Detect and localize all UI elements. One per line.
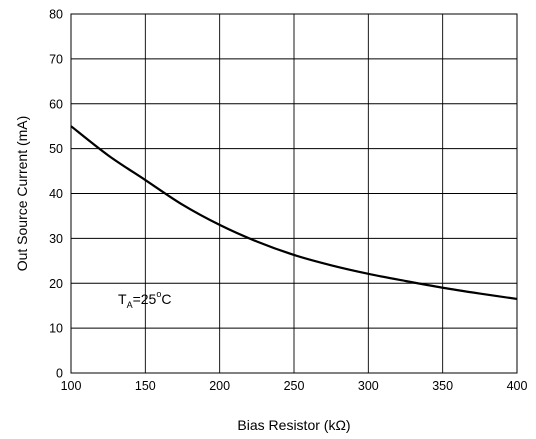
x-tick-label: 400 — [507, 379, 528, 393]
x-tick-labels: 100 150 200 250 300 350 400 — [61, 379, 528, 393]
y-tick-label: 80 — [49, 8, 63, 22]
y-axis-label: Out Source Current (mA) — [14, 116, 30, 272]
x-tick-label: 100 — [61, 379, 82, 393]
y-tick-label: 20 — [49, 277, 63, 291]
annotation-superscript: o — [156, 289, 161, 299]
y-tick-labels: 0 10 20 30 40 50 60 70 80 — [49, 8, 63, 381]
x-tick-label: 350 — [432, 379, 453, 393]
x-tick-label: 200 — [209, 379, 230, 393]
y-tick-label: 50 — [49, 142, 63, 156]
y-tick-label: 10 — [49, 322, 63, 336]
temperature-annotation: TA=25oC — [118, 289, 171, 310]
y-tick-label: 40 — [49, 187, 63, 201]
y-tick-label: 70 — [49, 52, 63, 66]
y-tick-label: 0 — [56, 367, 63, 381]
y-tick-label: 60 — [49, 97, 63, 111]
annotation-tail: C — [161, 291, 171, 307]
annotation-subscript: A — [127, 300, 133, 310]
series-line — [70, 125, 518, 301]
y-tick-label: 30 — [49, 232, 63, 246]
grid — [70, 13, 518, 374]
x-tick-label: 150 — [135, 379, 156, 393]
annotation-main: T — [118, 291, 127, 307]
x-tick-label: 250 — [284, 379, 305, 393]
annotation-rest: =25 — [133, 291, 157, 307]
plot-frame — [70, 13, 518, 374]
x-tick-label: 300 — [358, 379, 379, 393]
x-axis-label: Bias Resistor (kΩ) — [237, 417, 350, 433]
